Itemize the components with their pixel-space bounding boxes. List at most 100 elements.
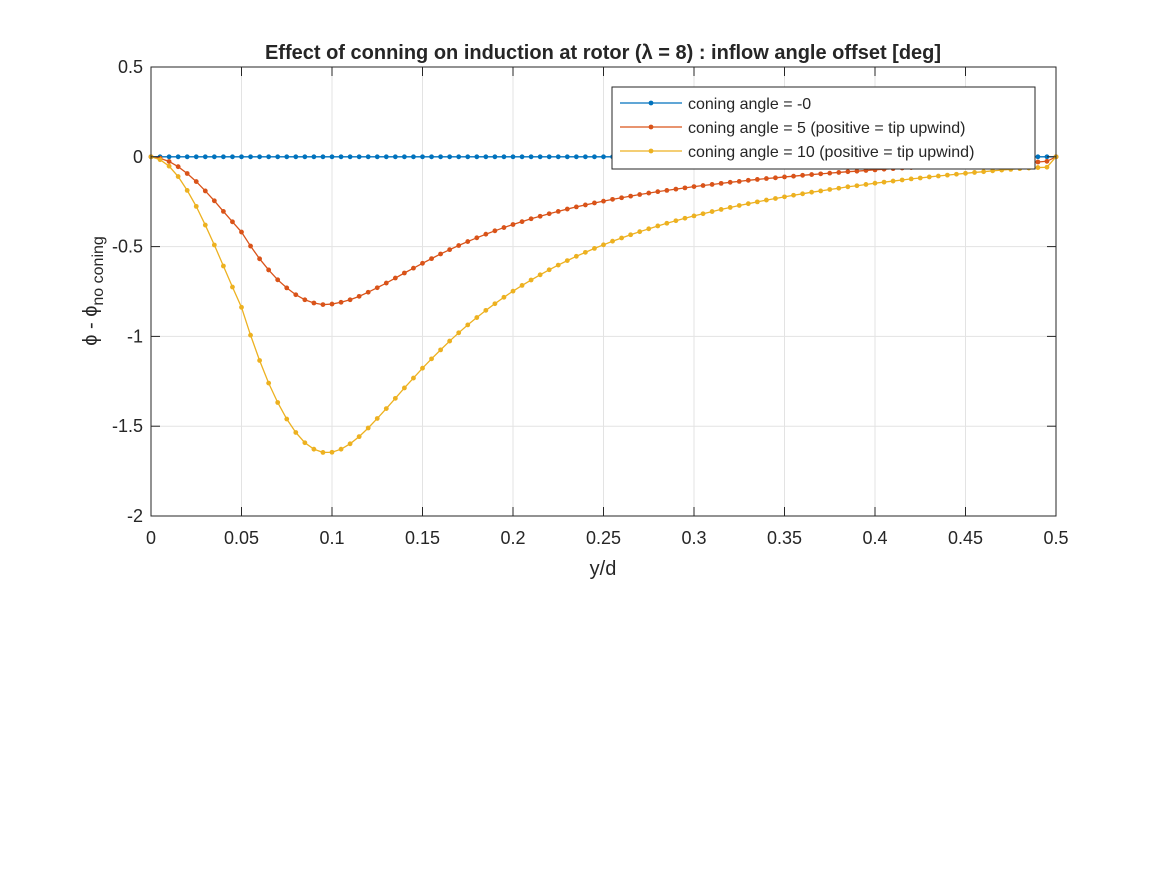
data-point [474,235,480,241]
data-point [456,330,462,336]
data-point [202,222,208,228]
data-point [1044,154,1050,160]
data-point [1035,159,1041,165]
legend-label: coning angle = -0 [688,96,811,113]
data-point [655,189,661,195]
data-point [420,365,425,371]
x-tick-label: 0.5 [1043,528,1068,548]
data-point [492,228,498,234]
data-point [257,154,262,160]
data-point [510,288,516,294]
data-point [383,406,389,411]
data-point [239,304,244,310]
data-point [537,213,543,219]
data-point [628,193,634,199]
data-point [601,198,606,204]
data-point [193,179,199,184]
data-point [320,302,326,308]
data-point [266,380,272,386]
data-point [537,154,543,160]
data-point [818,171,824,177]
data-point [184,154,190,160]
data-point [673,186,679,192]
data-point [908,176,914,182]
data-point [402,270,407,276]
data-point [610,238,615,244]
data-point [1035,165,1041,170]
data-point [184,187,190,193]
data-point [402,385,407,391]
data-point [845,184,851,190]
data-point [700,211,706,217]
data-point [166,154,172,160]
y-tick-label: 0 [133,147,143,167]
data-point [573,204,579,210]
data-point [664,220,670,226]
data-point [546,267,552,273]
data-point [899,177,905,183]
data-point [592,245,597,251]
data-point [528,154,534,160]
x-tick-label: 0.4 [862,528,887,548]
data-point [764,197,769,203]
data-point [691,184,697,190]
data-point [637,192,643,197]
data-point [302,440,308,446]
data-point [311,300,317,306]
data-point [827,170,833,176]
data-point [175,154,181,160]
data-point [646,190,652,196]
data-point [347,297,353,303]
data-point [528,277,534,283]
data-point [447,247,453,253]
data-point [374,154,380,160]
data-point [202,154,208,160]
data-point [438,347,443,353]
data-point [926,174,932,180]
data-point [528,216,534,222]
data-point [302,154,308,160]
data-point [293,292,299,298]
chart-title: Effect of conning on induction at rotor … [265,42,941,64]
data-point [374,285,380,291]
data-point [917,175,923,181]
data-point [736,179,742,184]
data-point [465,322,471,328]
data-point [782,174,787,180]
data-point [1044,158,1050,164]
data-point [275,400,281,405]
data-point [619,195,624,201]
data-point [365,425,371,431]
data-point [338,154,344,160]
data-point [365,154,371,160]
data-point [610,196,615,202]
data-point [700,183,706,188]
data-point [583,154,588,160]
legend-item: coning angle = 5 (positive = tip upwind) [620,120,966,137]
data-point [474,154,480,160]
ticks [150,66,1057,517]
data-point [175,174,181,179]
data-point [193,154,199,160]
data-point [945,172,950,178]
legend-item: coning angle = -0 [620,96,811,113]
legend-swatch-marker [648,124,654,130]
data-point [166,159,172,164]
legend-label: coning angle = 10 (positive = tip upwind… [688,144,974,161]
data-point [347,441,353,447]
data-point [537,272,543,278]
data-point [791,173,796,179]
data-point [555,262,561,268]
data-point [519,282,525,288]
data-point [501,154,507,160]
y-axis-label-main: ϕ - ϕ [80,306,102,346]
data-point [465,239,471,244]
data-point [365,289,371,295]
x-tick-label: 0.45 [948,528,983,548]
data-point [519,219,525,225]
data-point [157,157,163,163]
y-tick-labels: -2 -1.5 -1 -0.5 0 0.5 [112,57,143,526]
data-point [438,251,443,257]
data-point [854,183,860,189]
data-point [474,315,480,320]
